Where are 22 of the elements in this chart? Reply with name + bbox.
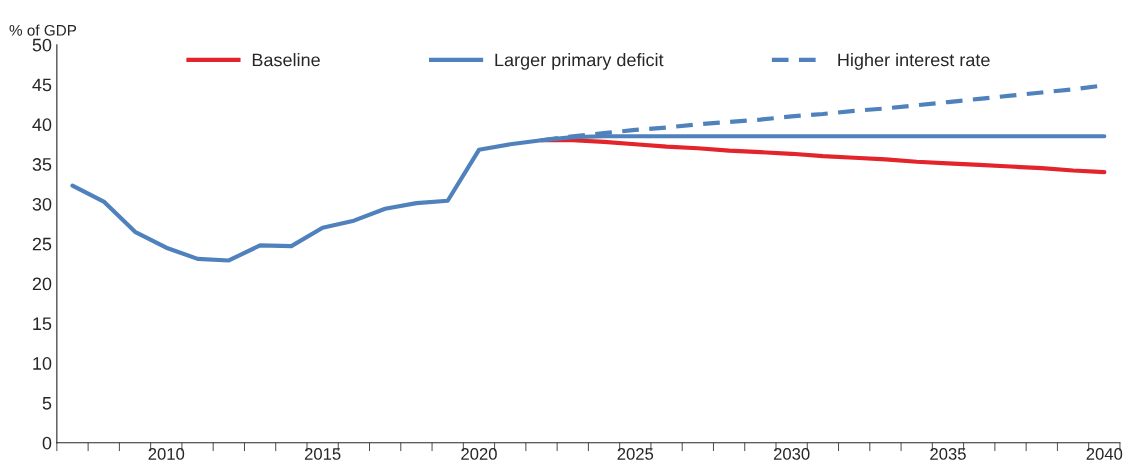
y-axis-title: % of GDP (9, 24, 77, 36)
y-tick-label: 25 (32, 237, 52, 251)
legend-label: Higher interest rate (838, 53, 990, 70)
legend-label: Larger primary deficit (495, 53, 664, 70)
x-tick-label: 2010 (148, 448, 185, 460)
x-tick-label: 2015 (304, 448, 341, 460)
x-tick-label: 2020 (461, 448, 497, 460)
y-tick-label: 45 (32, 78, 52, 92)
x-tick-label: 2030 (773, 448, 810, 460)
y-tick-label: 35 (32, 158, 52, 171)
legend-label: Baseline (252, 53, 320, 67)
y-tick-label: 0 (42, 436, 52, 450)
y-tick-label: 30 (32, 197, 52, 211)
y-tick-label: 5 (42, 397, 52, 410)
y-tick-label: 20 (32, 277, 52, 291)
x-tick-label: 2025 (617, 448, 654, 460)
x-tick-label: 2040 (1086, 448, 1123, 460)
x-tick-label: 2035 (930, 448, 966, 460)
y-tick-label: 40 (32, 118, 52, 132)
y-tick-label: 50 (32, 38, 52, 52)
y-tick-label: 10 (33, 357, 52, 370)
y-tick-label: 15 (33, 317, 52, 331)
